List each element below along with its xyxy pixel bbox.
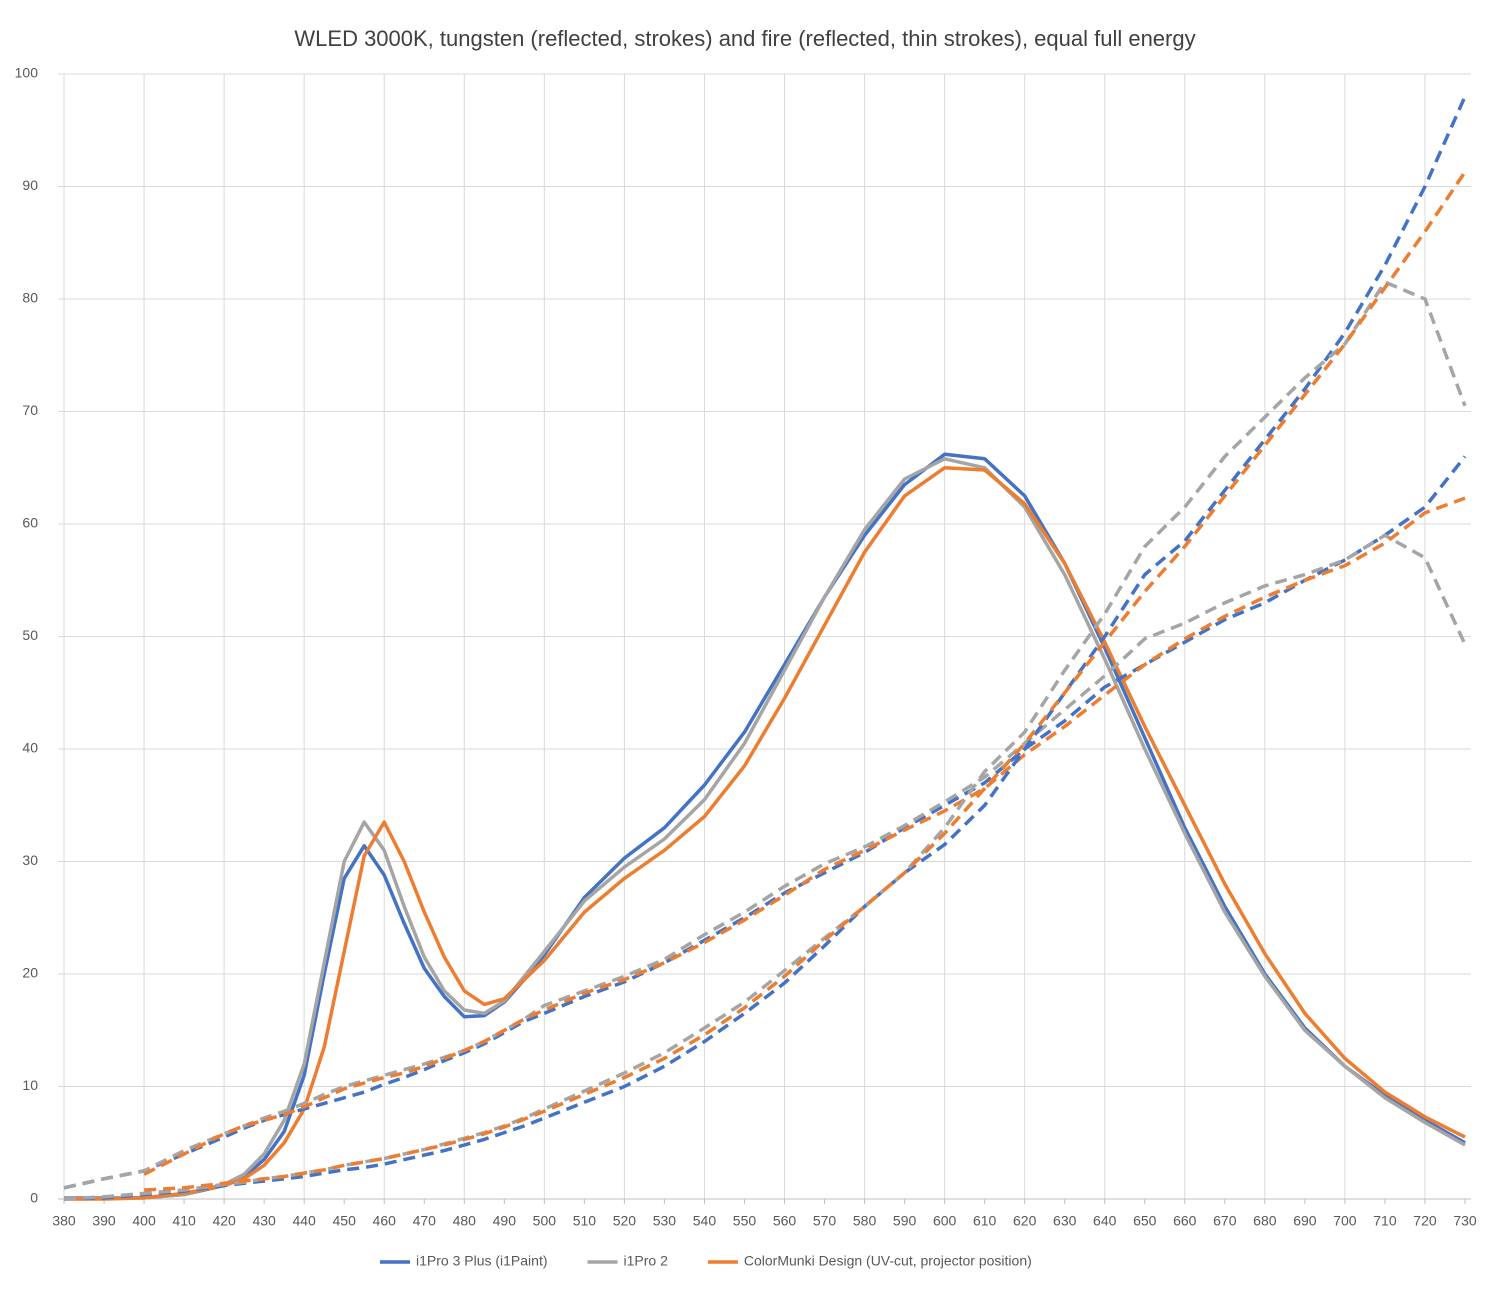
x-tick-label: 490 <box>493 1213 517 1229</box>
y-tick-label: 50 <box>22 627 38 643</box>
x-tick-label: 500 <box>533 1213 557 1229</box>
x-tick-label: 380 <box>52 1213 76 1229</box>
x-tick-label: 400 <box>132 1213 156 1229</box>
x-tick-label: 560 <box>773 1213 797 1229</box>
x-tick-label: 700 <box>1333 1213 1357 1229</box>
y-tick-label: 20 <box>22 965 38 981</box>
x-tick-label: 430 <box>252 1213 276 1229</box>
y-tick-label: 100 <box>15 65 39 81</box>
y-tick-label: 80 <box>22 290 38 306</box>
legend-label: i1Pro 2 <box>624 1253 669 1269</box>
x-tick-label: 670 <box>1213 1213 1237 1229</box>
dashed-line <box>63 95 1467 1201</box>
x-tick-label: 390 <box>92 1213 116 1229</box>
dashed-line <box>63 533 1467 1190</box>
x-tick-label: 620 <box>1013 1213 1037 1229</box>
x-tick-label: 410 <box>172 1213 196 1229</box>
x-tick-label: 660 <box>1173 1213 1197 1229</box>
x-tick-label: 570 <box>813 1213 837 1229</box>
x-tick-label: 450 <box>333 1213 357 1229</box>
x-tick-label: 630 <box>1053 1213 1077 1229</box>
x-tick-label: 520 <box>613 1213 637 1229</box>
legend-label: ColorMunki Design (UV-cut, projector pos… <box>744 1253 1032 1269</box>
y-tick-label: 70 <box>22 402 38 418</box>
y-tick-label: 0 <box>30 1190 38 1206</box>
x-tick-label: 580 <box>853 1213 877 1229</box>
x-tick-label: 590 <box>893 1213 917 1229</box>
x-tick-label: 710 <box>1373 1213 1397 1229</box>
y-tick-label: 30 <box>22 852 38 868</box>
x-tick-label: 540 <box>693 1213 717 1229</box>
x-tick-label: 530 <box>653 1213 677 1229</box>
y-tick-label: 90 <box>22 177 38 193</box>
x-tick-label: 640 <box>1093 1213 1117 1229</box>
x-tick-label: 440 <box>292 1213 316 1229</box>
y-tick-label: 10 <box>22 1077 38 1093</box>
x-tick-label: 600 <box>933 1213 957 1229</box>
line <box>64 466 1466 1201</box>
x-tick-label: 460 <box>373 1213 397 1229</box>
x-tick-label: 650 <box>1133 1213 1157 1229</box>
x-tick-label: 420 <box>212 1213 236 1229</box>
x-tick-label: 550 <box>733 1213 757 1229</box>
x-tick-label: 510 <box>573 1213 597 1229</box>
x-tick-label: 480 <box>453 1213 477 1229</box>
y-tick-label: 40 <box>22 740 38 756</box>
x-tick-label: 610 <box>973 1213 997 1229</box>
legend-label: i1Pro 3 Plus (i1Paint) <box>416 1253 548 1269</box>
x-tick-label: 680 <box>1253 1213 1277 1229</box>
line <box>64 452 1466 1200</box>
chart-title: WLED 3000K, tungsten (reflected, strokes… <box>294 26 1195 51</box>
y-tick-label: 60 <box>22 515 38 531</box>
x-tick-label: 470 <box>413 1213 437 1229</box>
dashed-line <box>144 170 1467 1192</box>
x-tick-label: 730 <box>1453 1213 1477 1229</box>
x-tick-label: 690 <box>1293 1213 1317 1229</box>
x-tick-label: 720 <box>1413 1213 1437 1229</box>
dashed-line <box>63 280 1467 1201</box>
dashed-line <box>143 496 1466 1176</box>
